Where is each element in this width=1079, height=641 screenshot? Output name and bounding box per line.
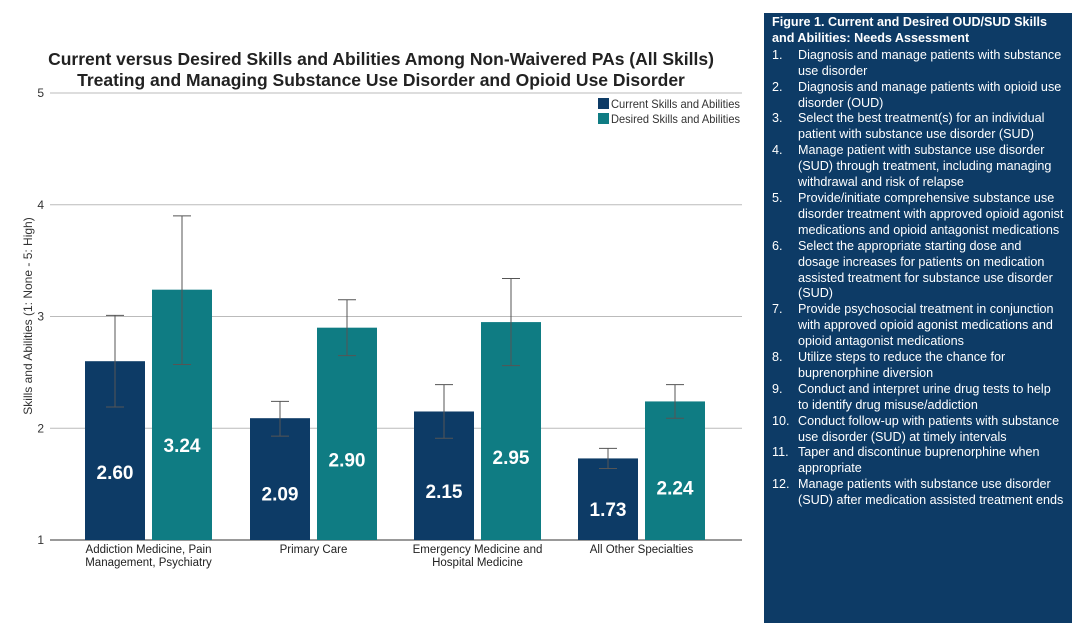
bars: [85, 289, 705, 540]
data-label-1-2: 2.09: [262, 485, 299, 506]
skills-list: 1. Diagnosis and manage patients with sub…: [772, 48, 1064, 509]
data-label-2-4: 2.24: [657, 478, 694, 499]
y-axis-ticks: 1 2 3 4 5: [37, 86, 44, 547]
legend-swatch-2: [598, 113, 609, 124]
panel-title: Figure 1. Current and Desired OUD/SUD Sk…: [772, 15, 1048, 45]
y-tick-1: 1: [37, 533, 44, 547]
data-label-2-1: 3.24: [164, 436, 201, 457]
skill-item-7: 7. Provide psychosocial treatment in conj…: [772, 302, 1064, 350]
skill-item-10: 10. Conduct follow-up with patients with …: [772, 414, 1064, 446]
skill-number: 11.: [772, 445, 789, 460]
data-label-1-3: 2.15: [426, 482, 463, 503]
bar-2-2: [317, 327, 377, 540]
data-label-1-4: 1.73: [590, 500, 627, 521]
data-label-1-1: 2.60: [97, 463, 134, 484]
category-label-4-1: All Other Specialties: [590, 544, 694, 556]
skill-text: Select the appropriate starting dose and…: [798, 238, 1053, 301]
skill-text: Provide/initiate comprehensive substance…: [798, 190, 1064, 237]
data-label-2-3: 2.95: [493, 448, 530, 469]
bar-1-2: [250, 418, 310, 540]
skill-item-5: 5. Provide/initiate comprehensive substan…: [772, 191, 1064, 239]
skill-number: 5.: [772, 190, 783, 205]
skill-item-2: 2. Diagnosis and manage patients with opi…: [772, 80, 1064, 112]
skill-item-6: 6. Select the appropriate starting dose a…: [772, 239, 1064, 303]
skill-number: 4.: [772, 143, 783, 158]
skill-text: Diagnosis and manage patients with subst…: [798, 47, 1062, 78]
skill-item-3: 3. Select the best treatment(s) for an in…: [772, 111, 1064, 143]
skill-number: 8.: [772, 350, 783, 365]
skill-text: Diagnosis and manage patients with opioi…: [798, 79, 1062, 110]
skill-text: Manage patient with substance use disord…: [798, 143, 1052, 190]
skill-number: 7.: [772, 302, 783, 317]
y-tick-5: 5: [37, 86, 44, 100]
figure-legend-panel: Figure 1. Current and Desired OUD/SUD Sk…: [764, 13, 1072, 623]
bar-chart: Current versus Desired Skills and Abilit…: [21, 49, 742, 569]
skill-text: Conduct follow-up with patients with sub…: [798, 413, 1060, 444]
skill-text: Provide psychosocial treatment in conjun…: [798, 302, 1054, 349]
skill-number: 9.: [772, 381, 783, 396]
skill-item-8: 8. Utilize steps to reduce the chance for…: [772, 350, 1064, 382]
legend-label-1: Current Skills and Abilities: [611, 97, 740, 111]
category-label-2-1: Primary Care: [280, 544, 348, 556]
skill-item-1: 1. Diagnosis and manage patients with sub…: [772, 48, 1064, 80]
skill-number: 1.: [772, 47, 783, 62]
skill-text: Manage patients with substance use disor…: [798, 477, 1064, 508]
skill-text: Taper and discontinue buprenorphine when…: [798, 445, 1040, 476]
y-tick-3: 3: [37, 310, 44, 324]
category-label-1-1: Addiction Medicine, Pain: [86, 544, 212, 556]
category-label-3-2: Hospital Medicine: [432, 557, 523, 569]
y-tick-4: 4: [37, 198, 44, 212]
legend-label-2: Desired Skills and Abilities: [611, 112, 740, 126]
skill-text: Utilize steps to reduce the chance for b…: [798, 350, 1006, 380]
data-labels: 2.60 3.24 2.09 2.90 2.15 2.95 1.73 2.24: [97, 436, 694, 521]
skill-item-4: 4. Manage patient with substance use diso…: [772, 143, 1064, 191]
skill-number: 2.: [772, 79, 783, 94]
category-label-1-2: Management, Psychiatry: [85, 557, 212, 569]
category-label-3-1: Emergency Medicine and: [413, 544, 543, 556]
data-label-2-2: 2.90: [329, 450, 366, 471]
skill-item-12: 12. Manage patients with substance use di…: [772, 477, 1064, 509]
bar-1-4: [578, 458, 638, 540]
y-axis-label: Skills and Abilities (1: None - 5: High): [21, 217, 35, 414]
legend-swatch-1: [598, 98, 609, 109]
skill-text: Conduct and interpret urine drug tests t…: [798, 381, 1051, 412]
error-bars: [106, 215, 684, 469]
bar-2-4: [645, 401, 705, 540]
skill-number: 3.: [772, 111, 783, 126]
skill-number: 6.: [772, 238, 783, 253]
skill-number: 10.: [772, 413, 790, 428]
chart-title-line-1: Current versus Desired Skills and Abilit…: [48, 49, 714, 69]
skill-item-11: 11. Taper and discontinue buprenorphine w…: [772, 445, 1064, 477]
skill-item-9: 9. Conduct and interpret urine drug tests…: [772, 382, 1064, 414]
y-tick-2: 2: [37, 421, 44, 435]
chart-title-line-2: Treating and Managing Substance Use Diso…: [77, 70, 685, 90]
skill-number: 12.: [772, 477, 790, 492]
skill-text: Select the best treatment(s) for an indi…: [798, 111, 1045, 142]
